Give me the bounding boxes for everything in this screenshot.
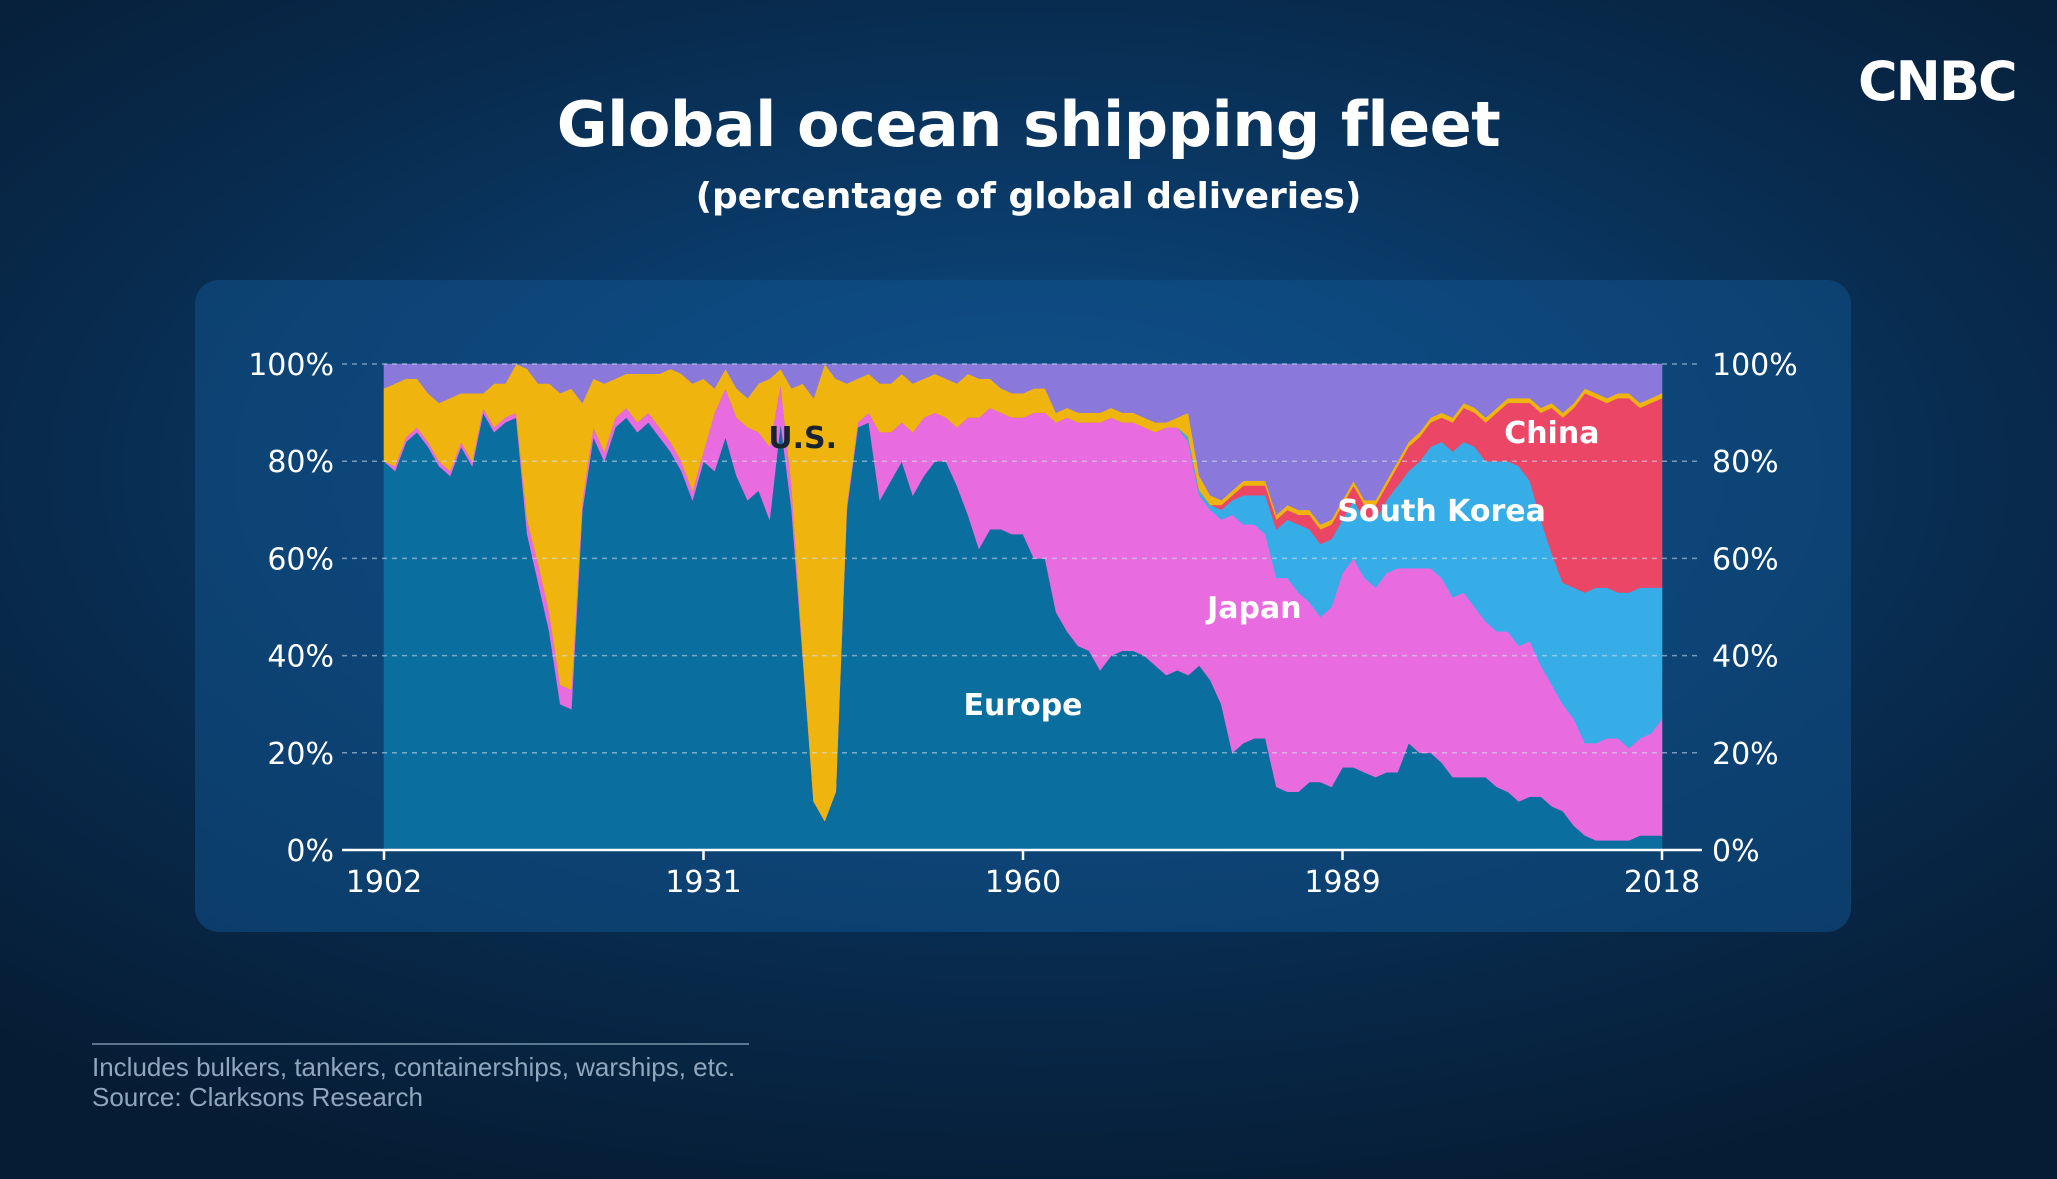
y-tick-right: 40% bbox=[1712, 640, 1779, 675]
y-tick-left: 20% bbox=[267, 737, 334, 772]
y-tick-right: 20% bbox=[1712, 737, 1779, 772]
x-tick-label: 1989 bbox=[1304, 865, 1380, 900]
footnote-divider bbox=[92, 1043, 749, 1045]
y-tick-left: 60% bbox=[267, 542, 334, 577]
series-label-u-s: U.S. bbox=[768, 421, 837, 456]
series-label-south-korea: South Korea bbox=[1337, 494, 1545, 529]
y-tick-right: 0% bbox=[1712, 834, 1760, 869]
y-tick-right: 80% bbox=[1712, 445, 1779, 480]
x-tick-label: 1931 bbox=[665, 865, 741, 900]
area-series-group bbox=[383, 363, 1663, 851]
chart-subtitle: (percentage of global deliveries) bbox=[695, 176, 1362, 217]
series-label-china: China bbox=[1504, 416, 1599, 451]
y-tick-left: 80% bbox=[267, 445, 334, 480]
x-tick-label: 1902 bbox=[346, 865, 422, 900]
series-labels: U.S. China South Korea Japan Europe bbox=[768, 416, 1599, 723]
y-tick-left: 40% bbox=[267, 640, 334, 675]
chart-title: Global ocean shipping fleet bbox=[556, 88, 1501, 161]
series-label-europe: Europe bbox=[963, 688, 1082, 723]
x-tick-label: 2018 bbox=[1624, 865, 1700, 900]
y-tick-left: 100% bbox=[248, 348, 334, 383]
x-tick-label: 1960 bbox=[985, 865, 1061, 900]
y-tick-right: 100% bbox=[1712, 348, 1798, 383]
y-tick-right: 60% bbox=[1712, 542, 1779, 577]
footnote-source: Source: Clarksons Research bbox=[92, 1082, 423, 1112]
gridlines bbox=[342, 363, 1702, 754]
cnbc-logo: CNBC bbox=[1858, 50, 2018, 113]
tick-labels: 0% 0% 20% 20% 40% 40% 60% 60% 80% 80% 100% 100% 1902… bbox=[248, 348, 1798, 900]
footnote-scope: Includes bulkers, tankers, containership… bbox=[92, 1052, 736, 1082]
series-label-japan: Japan bbox=[1205, 591, 1301, 626]
y-tick-left: 0% bbox=[286, 834, 334, 869]
